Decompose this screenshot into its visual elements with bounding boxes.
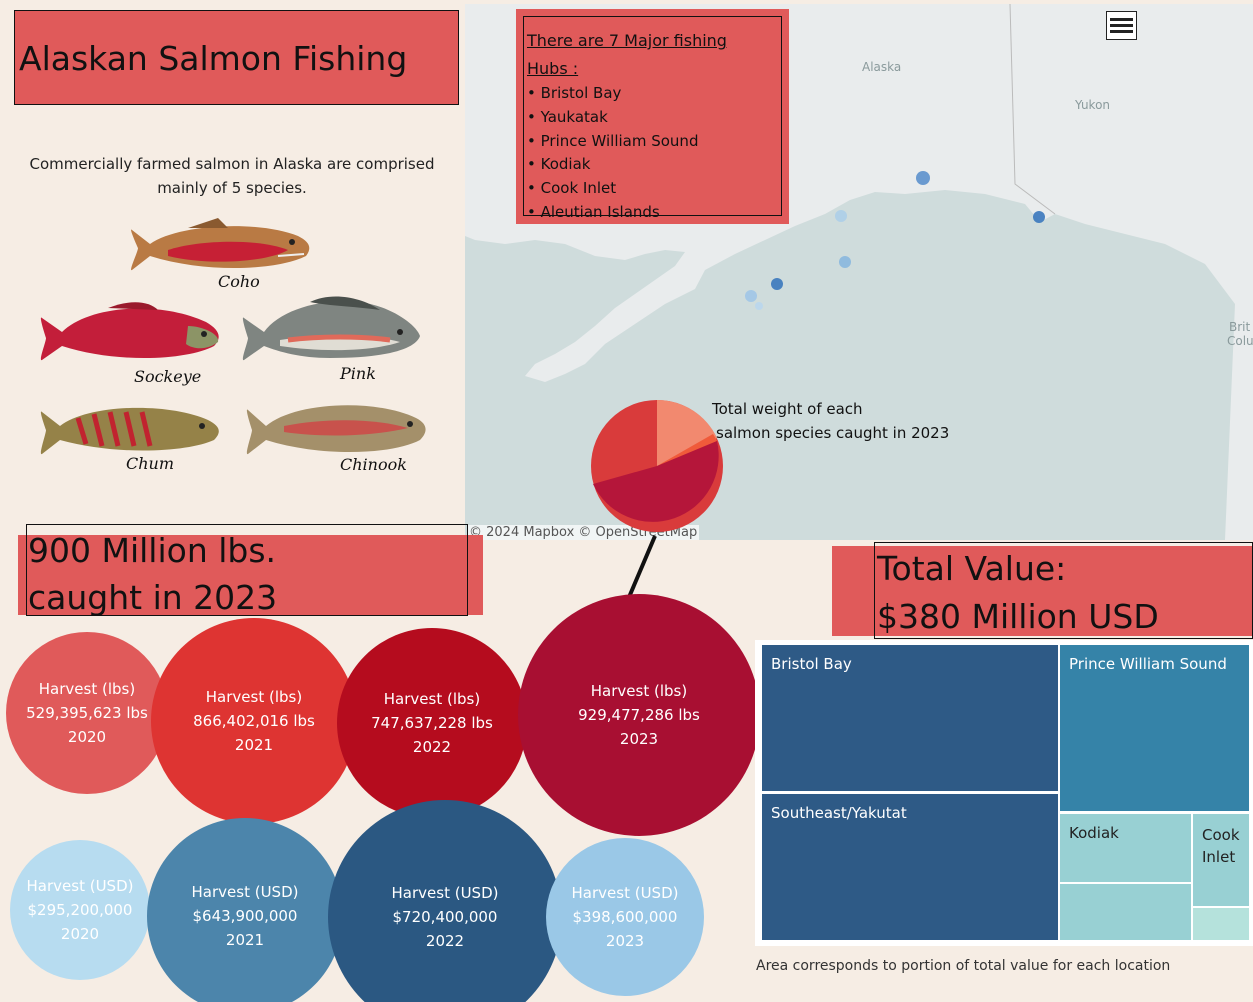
bubble-value: $643,900,000 bbox=[192, 907, 298, 925]
map-label-alaska: Alaska bbox=[862, 60, 902, 74]
hubs-list: • Bristol Bay • Yaukatak • Prince Willia… bbox=[527, 82, 698, 225]
value-line-2: $380 Million USD bbox=[877, 597, 1159, 636]
bubble-label: Harvest (USD) bbox=[391, 884, 499, 902]
title-box: Alaskan Salmon Fishing bbox=[14, 10, 459, 105]
bubble-value: $295,200,000 bbox=[27, 901, 133, 919]
harvest-lbs-bubble-2023[interactable]: Harvest (lbs) 929,477,286 lbs 2023 bbox=[518, 594, 760, 836]
chum-fish-image bbox=[40, 407, 219, 455]
map-label-brit: Brit bbox=[1229, 320, 1251, 334]
bubble-year: 2023 bbox=[619, 730, 659, 748]
bubble-label: Harvest (USD) bbox=[26, 877, 134, 895]
pie-label-line-2: salmon species caught in 2023 bbox=[716, 424, 950, 442]
pie-slice-salmon bbox=[657, 399, 717, 466]
treemap-tile-kodiak[interactable]: Kodiak bbox=[1060, 814, 1191, 882]
bubble-label: Harvest (lbs) bbox=[383, 690, 481, 708]
chinook-label: Chinook bbox=[340, 455, 407, 474]
bubble-year: 2020 bbox=[67, 728, 107, 746]
value-summary-box bbox=[832, 546, 1253, 636]
harvest-lbs-bubble-2022[interactable]: Harvest (lbs) 747,637,228 lbs 2022 bbox=[337, 628, 527, 818]
treemap-tile-southeast-yakutat[interactable]: Southeast/Yakutat bbox=[762, 794, 1058, 940]
bubble-value: $398,600,000 bbox=[572, 908, 678, 926]
bubble-value: 529,395,623 lbs bbox=[26, 704, 148, 722]
bubble-year: 2021 bbox=[225, 931, 265, 949]
tile-label: Prince William Sound bbox=[1069, 655, 1227, 673]
treemap-caption: Area corresponds to portion of total val… bbox=[756, 958, 1171, 974]
bubble-label: Harvest (USD) bbox=[571, 884, 679, 902]
intro-line-2: mainly of 5 species. bbox=[157, 179, 307, 197]
bubble-value: $720,400,000 bbox=[392, 908, 498, 926]
treemap-tile-other-small[interactable] bbox=[1193, 908, 1249, 940]
treemap-tile-bristol-bay[interactable]: Bristol Bay bbox=[762, 645, 1058, 791]
pink-label: Pink bbox=[340, 364, 376, 383]
hubs-title-line-1: There are 7 Major fishing bbox=[527, 31, 727, 50]
harvest-usd-bubble-2021[interactable]: Harvest (USD) $643,900,000 2021 bbox=[147, 818, 343, 1002]
weight-line-1: 900 Million lbs. bbox=[28, 531, 277, 570]
pie-slice-orange bbox=[657, 434, 717, 466]
bubble-year: 2022 bbox=[425, 932, 465, 950]
bubble-year: 2022 bbox=[412, 738, 452, 756]
tile-label: Southeast/Yakutat bbox=[771, 804, 907, 822]
dashboard-title: Alaskan Salmon Fishing bbox=[19, 39, 408, 78]
coho-fish-image bbox=[131, 218, 310, 271]
bubble-label: Harvest (lbs) bbox=[205, 688, 303, 706]
bubble-label: Harvest (lbs) bbox=[590, 682, 688, 700]
bubble-year: 2021 bbox=[234, 736, 274, 754]
coho-label: Coho bbox=[218, 272, 260, 291]
weight-line-2: caught in 2023 bbox=[28, 578, 278, 617]
fishing-hubs-box: There are 7 Major fishing Hubs : • Brist… bbox=[516, 9, 789, 224]
weight-summary-border bbox=[26, 524, 468, 616]
treemap-tile-cook-inlet[interactable]: Cook Inlet bbox=[1193, 814, 1249, 906]
tile-label: Cook Inlet bbox=[1202, 826, 1240, 866]
pie-slice-crimson bbox=[593, 441, 719, 522]
sockeye-label: Sockeye bbox=[134, 367, 202, 386]
hub-item: • Bristol Bay bbox=[527, 84, 622, 102]
hub-item: • Yaukatak bbox=[527, 107, 608, 126]
tile-label: Bristol Bay bbox=[771, 655, 852, 673]
value-summary-text: Total Value: $380 Million USD bbox=[877, 545, 1159, 641]
pink-fish-image bbox=[242, 296, 420, 361]
value-line-1: Total Value: bbox=[877, 549, 1067, 588]
harvest-usd-bubble-2020[interactable]: Harvest (USD) $295,200,000 2020 bbox=[10, 840, 150, 980]
bubble-year: 2023 bbox=[605, 932, 645, 950]
chum-label: Chum bbox=[126, 454, 175, 473]
hub-item: • Cook Inlet bbox=[527, 179, 617, 198]
treemap-tile-other[interactable] bbox=[1060, 884, 1191, 940]
harvest-usd-bubble-2022[interactable]: Harvest (USD) $720,400,000 2022 bbox=[328, 800, 562, 1002]
intro-line-1: Commercially farmed salmon in Alaska are… bbox=[29, 155, 435, 173]
hubs-title: There are 7 Major fishing Hubs : bbox=[527, 27, 777, 83]
bubble-value: 929,477,286 lbs bbox=[578, 706, 700, 724]
hubs-box-border bbox=[523, 16, 782, 216]
chinook-fish-image bbox=[246, 405, 426, 455]
intro-text: Commercially farmed salmon in Alaska are… bbox=[14, 152, 450, 200]
pie-label-line-1: Total weight of each bbox=[712, 400, 863, 418]
species-weight-pie-chart bbox=[591, 399, 723, 617]
hub-item: • Kodiak bbox=[527, 155, 591, 174]
harvest-usd-bubble-2023[interactable]: Harvest (USD) $398,600,000 2023 bbox=[546, 838, 704, 996]
harvest-lbs-bubble-2021[interactable]: Harvest (lbs) 866,402,016 lbs 2021 bbox=[151, 618, 357, 824]
bubble-label: Harvest (USD) bbox=[191, 883, 299, 901]
pie-chart-label: Total weight of each salmon species caug… bbox=[712, 397, 949, 445]
treemap-tile-prince-william-sound[interactable]: Prince William Sound bbox=[1060, 645, 1249, 811]
weight-summary-box bbox=[18, 535, 483, 615]
bubble-label: Harvest (lbs) bbox=[38, 680, 136, 698]
weight-summary-text: 900 Million lbs. caught in 2023 bbox=[28, 527, 277, 621]
bubble-year: 2020 bbox=[60, 925, 100, 943]
map-label-yukon: Yukon bbox=[1075, 98, 1111, 112]
bubble-value: 747,637,228 lbs bbox=[371, 714, 493, 732]
hubs-title-line-2: Hubs : bbox=[527, 59, 579, 78]
tile-label: Kodiak bbox=[1069, 824, 1119, 842]
map-label-colu: Colu bbox=[1227, 334, 1253, 348]
hamburger-menu-icon[interactable] bbox=[1106, 11, 1137, 40]
hub-item: • Aleutian Islands bbox=[527, 202, 660, 221]
harvest-lbs-bubble-2020[interactable]: Harvest (lbs) 529,395,623 lbs 2020 bbox=[6, 632, 168, 794]
sockeye-fish-image bbox=[40, 302, 219, 361]
bubble-value: 866,402,016 lbs bbox=[193, 712, 315, 730]
hub-item: • Prince William Sound bbox=[527, 131, 699, 150]
